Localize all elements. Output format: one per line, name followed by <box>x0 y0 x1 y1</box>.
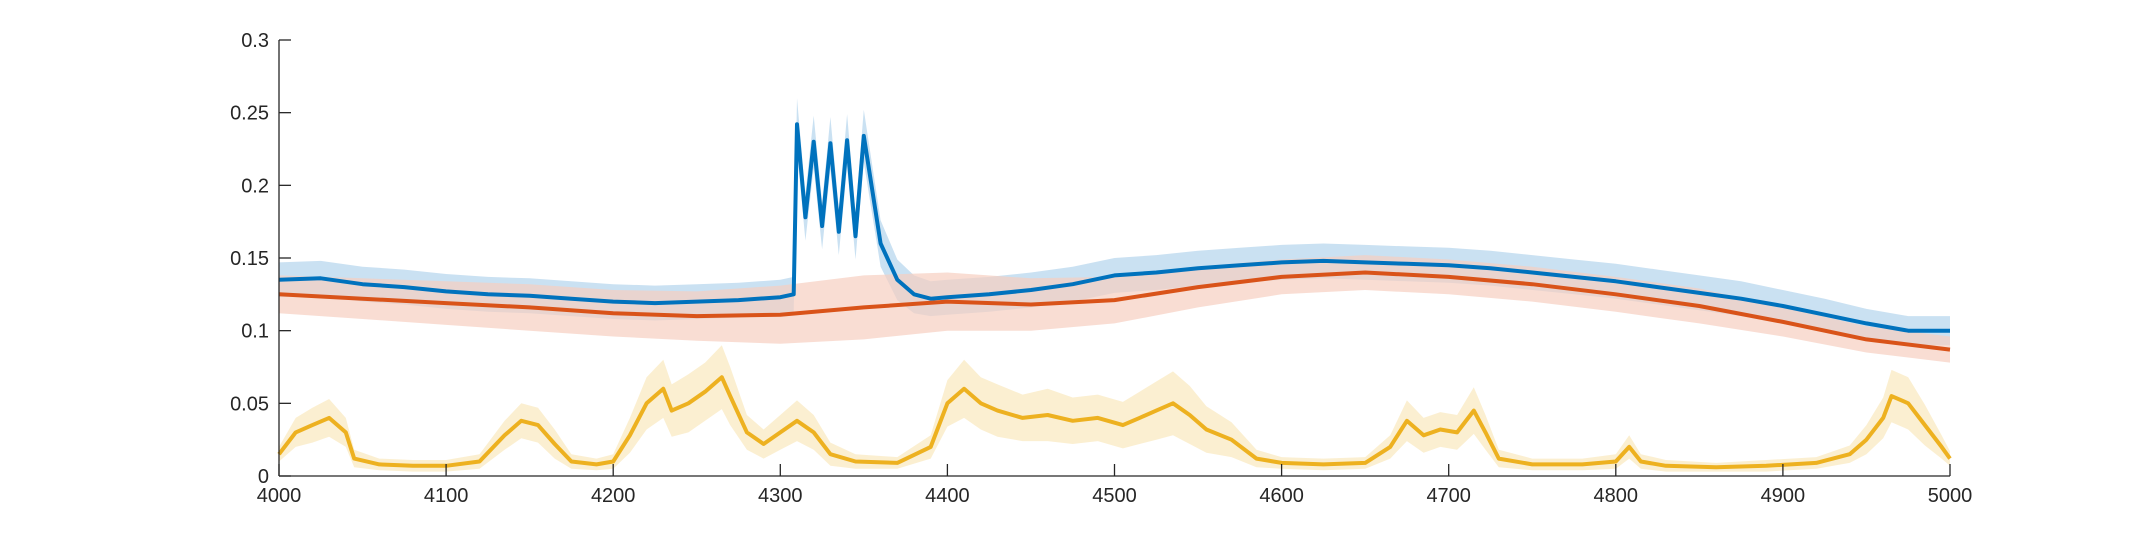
y-tick-label: 0.15 <box>230 248 269 270</box>
series-lines <box>277 122 1952 470</box>
y-tick-label: 0 <box>258 466 269 488</box>
x-tick-label: 4700 <box>1426 485 1471 507</box>
x-tick-label: 4400 <box>925 485 970 507</box>
y-tick-label: 0.05 <box>230 393 269 415</box>
series-3-band <box>279 345 1950 472</box>
series-1-line <box>278 122 1950 333</box>
confidence-bands <box>279 98 1950 472</box>
y-tick-label: 0.3 <box>241 30 269 52</box>
series-3-line <box>277 375 1952 470</box>
x-tick-label: 4500 <box>1092 485 1137 507</box>
y-tick-label: 0.25 <box>230 103 269 125</box>
x-tick-label: 4100 <box>424 485 469 507</box>
series-2-band <box>279 255 1950 363</box>
x-axis-ticks: 4000 4100 4200 4300 4400 4500 4600 4700 4800 4900… <box>257 464 1973 507</box>
x-tick-label: 4200 <box>591 485 636 507</box>
series-2-line <box>278 270 1951 352</box>
x-tick-label: 4900 <box>1761 485 1806 507</box>
x-tick-label: 5000 <box>1928 485 1973 507</box>
x-tick-label: 4000 <box>257 485 302 507</box>
y-tick-label: 0.1 <box>241 321 269 343</box>
y-tick-label: 0.2 <box>241 175 269 197</box>
y-axis-ticks: 0 0.05 0.1 0.15 0.2 0.25 0.3 <box>230 30 291 488</box>
x-tick-label: 4800 <box>1594 485 1639 507</box>
x-tick-label: 4300 <box>758 485 803 507</box>
x-tick-label: 4600 <box>1259 485 1304 507</box>
